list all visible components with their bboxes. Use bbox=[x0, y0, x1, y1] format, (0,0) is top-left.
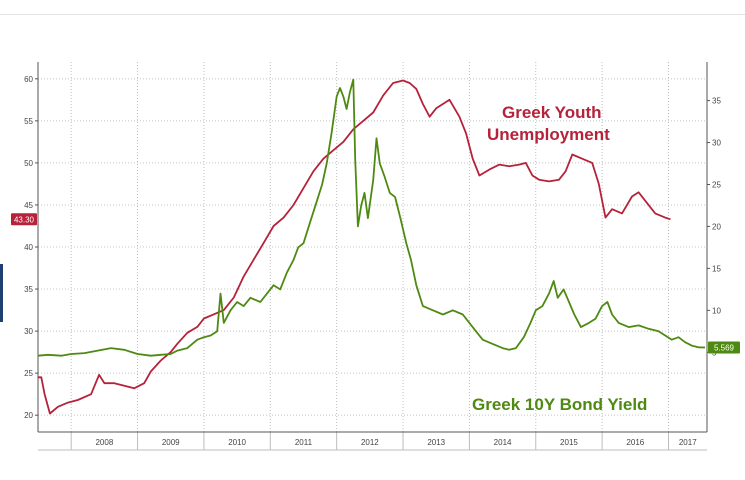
axes bbox=[35, 62, 710, 451]
top-divider bbox=[0, 14, 745, 15]
y-right-tick-label: 35 bbox=[712, 97, 721, 106]
x-tick-label: 2014 bbox=[494, 438, 512, 447]
bond-yield-label: Greek 10Y Bond Yield bbox=[472, 395, 647, 414]
x-tick-label: 2009 bbox=[162, 438, 180, 447]
grid bbox=[38, 62, 707, 432]
badge-value: 5.569 bbox=[714, 344, 735, 353]
bond-yield-line bbox=[37, 78, 706, 357]
y-left-tick-label: 30 bbox=[24, 327, 33, 336]
y-right-tick-label: 30 bbox=[712, 139, 721, 148]
youth-unemployment-label-line2: Unemployment bbox=[487, 125, 610, 144]
y-left-tick-label: 45 bbox=[24, 201, 33, 210]
badge-background bbox=[11, 213, 37, 226]
labels-layer: 2025303540455055605101520253035200820092… bbox=[11, 75, 740, 447]
y-left-tick-label: 60 bbox=[24, 75, 33, 84]
y-left-tick-label: 50 bbox=[24, 159, 33, 168]
y-left-tick-label: 40 bbox=[24, 243, 33, 252]
x-tick-label: 2011 bbox=[295, 438, 313, 447]
x-tick-label: 2017 bbox=[679, 438, 697, 447]
y-left-tick-label: 20 bbox=[24, 411, 33, 420]
x-tick-label: 2016 bbox=[626, 438, 644, 447]
bond-last-value-badge: 5.569 bbox=[708, 341, 740, 354]
youth-unemployment-label-line1: Greek Youth bbox=[502, 103, 602, 122]
series-layer bbox=[37, 78, 706, 415]
x-tick-label: 2010 bbox=[228, 438, 246, 447]
x-tick-label: 2012 bbox=[361, 438, 379, 447]
edge-marker bbox=[0, 264, 3, 322]
y-left-tick-label: 35 bbox=[24, 285, 33, 294]
badge-value: 43.30 bbox=[14, 215, 35, 224]
y-left-tick-label: 25 bbox=[24, 369, 33, 378]
badge-background bbox=[708, 341, 740, 354]
x-tick-label: 2008 bbox=[95, 438, 113, 447]
y-right-tick-label: 10 bbox=[712, 306, 721, 315]
youth-last-value-badge: 43.30 bbox=[11, 213, 37, 226]
x-tick-label: 2013 bbox=[427, 438, 445, 447]
y-right-tick-label: 25 bbox=[712, 180, 721, 189]
y-left-tick-label: 55 bbox=[24, 117, 33, 126]
x-tick-label: 2015 bbox=[560, 438, 578, 447]
y-right-tick-label: 15 bbox=[712, 264, 721, 273]
y-right-tick-label: 20 bbox=[712, 222, 721, 231]
youth-unemployment-line bbox=[38, 79, 671, 415]
